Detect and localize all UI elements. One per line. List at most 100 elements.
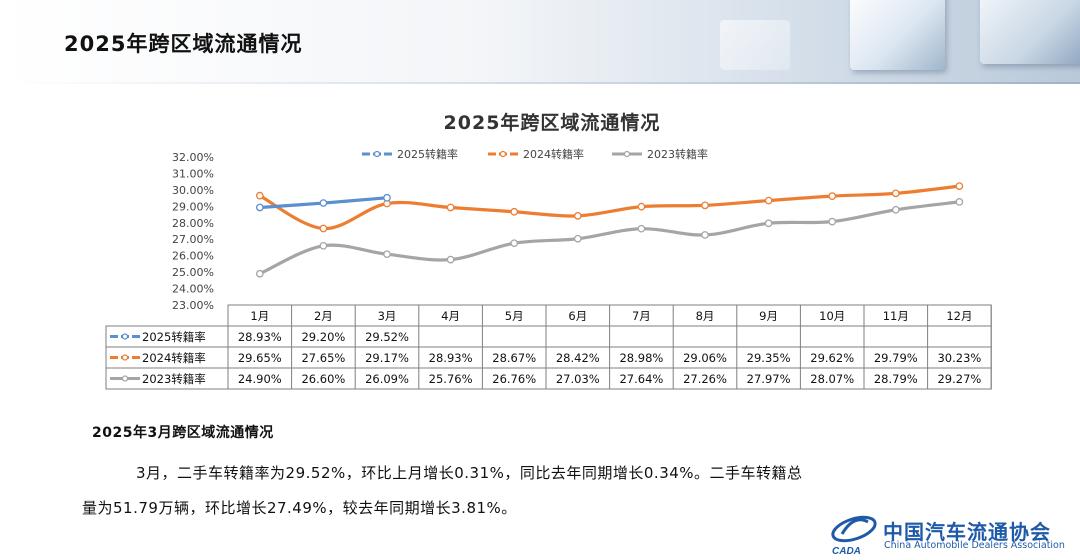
x-tick-label: 10月 <box>819 309 845 323</box>
x-tick-label: 5月 <box>505 309 524 323</box>
data-label: 29.62% <box>810 351 854 365</box>
y-tick-label: 32.00% <box>172 151 214 164</box>
y-tick-label: 31.00% <box>172 167 214 180</box>
data-label: 27.97% <box>747 372 791 386</box>
data-label: 27.64% <box>619 372 663 386</box>
data-label: 28.79% <box>874 372 918 386</box>
x-tick-label: 8月 <box>696 309 715 323</box>
data-label: 28.93% <box>238 330 282 344</box>
data-point <box>319 224 328 233</box>
data-point <box>319 199 328 207</box>
data-point <box>383 193 391 202</box>
data-label: 27.26% <box>683 372 727 386</box>
summary-paragraph-line-1: 3月，二手车转籍率为29.52%，环比上月增长0.31%，同比去年同期增长0.3… <box>136 464 803 482</box>
data-label: 29.35% <box>747 351 791 365</box>
data-point <box>828 192 837 200</box>
summary-paragraph-line-2: 量为51.79万辆，环比增长27.49%，较去年同期增长3.81%。 <box>82 499 517 517</box>
data-label: 29.27% <box>937 372 981 386</box>
table-series-name: 2023转籍率 <box>142 372 206 386</box>
data-label: 29.79% <box>874 351 918 365</box>
data-point <box>573 212 582 220</box>
x-tick-label: 2月 <box>314 309 333 323</box>
deco-cube <box>980 0 1080 64</box>
data-label: 27.03% <box>556 372 600 386</box>
data-point <box>637 224 646 233</box>
data-point <box>573 234 582 243</box>
cada-logo: CADA 中国汽车流通协会 China Automobile Dealers A… <box>828 512 1080 560</box>
data-point <box>891 205 900 214</box>
x-tick-label: 11月 <box>883 309 909 323</box>
data-point <box>510 207 519 216</box>
deco-cube <box>720 20 790 70</box>
y-tick-label: 23.00% <box>172 299 214 312</box>
table-series-name: 2025转籍率 <box>142 330 206 344</box>
page-title: 2025年跨区域流通情况 <box>64 32 303 56</box>
x-tick-label: 12月 <box>946 309 972 323</box>
logo-mark-text: CADA <box>832 546 861 556</box>
data-point <box>828 217 837 226</box>
data-point <box>891 189 900 198</box>
data-point <box>255 269 264 278</box>
header-decoration <box>680 0 1080 82</box>
data-label: 28.07% <box>810 372 854 386</box>
data-point <box>955 198 964 206</box>
data-point <box>383 250 391 259</box>
legend-marker <box>623 150 631 158</box>
data-point <box>764 219 773 228</box>
table-series-name: 2024转籍率 <box>142 351 206 365</box>
legend-marker <box>373 150 381 158</box>
y-tick-label: 28.00% <box>172 217 214 230</box>
data-label: 28.67% <box>492 351 536 365</box>
logo-name-cn: 中国汽车流通协会 <box>883 520 1051 544</box>
data-label: 29.17% <box>365 351 409 365</box>
data-label: 29.06% <box>683 351 727 365</box>
logo-name-en: China Automobile Dealers Association <box>884 540 1065 551</box>
data-label: 28.42% <box>556 351 600 365</box>
y-tick-label: 26.00% <box>172 250 214 263</box>
table-legend-marker <box>121 354 129 361</box>
data-point <box>701 231 709 239</box>
data-label: 25.76% <box>429 372 473 386</box>
x-tick-label: 3月 <box>378 309 397 323</box>
data-point <box>446 203 455 212</box>
deco-cube <box>850 0 945 70</box>
data-label: 26.60% <box>301 372 345 386</box>
data-point <box>319 241 328 250</box>
data-point <box>764 196 773 205</box>
x-tick-label: 4月 <box>441 309 460 323</box>
data-label: 24.90% <box>238 372 282 386</box>
data-point <box>446 255 455 264</box>
data-point <box>510 239 519 248</box>
header-divider <box>0 82 1080 84</box>
y-tick-label: 24.00% <box>172 283 214 296</box>
data-label: 28.93% <box>429 351 473 365</box>
legend-label: 2024转籍率 <box>523 147 584 161</box>
data-label: 28.98% <box>619 351 663 365</box>
table-legend-marker <box>121 333 129 340</box>
y-tick-label: 30.00% <box>172 184 214 197</box>
data-label: 27.65% <box>301 351 345 365</box>
data-label: 29.52% <box>365 330 409 344</box>
data-label: 29.20% <box>301 330 345 344</box>
line-chart: 32.00% 31.00% 30.00% 29.00% 28.00% 27.00% 26.0… <box>105 147 992 390</box>
table-legend-marker <box>121 375 129 382</box>
chart-title: 2025年跨区域流通情况 <box>443 112 661 134</box>
data-label: 26.09% <box>365 372 409 386</box>
section-title: 2025年3月跨区域流通情况 <box>92 425 274 441</box>
data-point <box>701 201 709 210</box>
header-banner: 2025年跨区域流通情况 <box>0 0 1080 82</box>
y-tick-label: 25.00% <box>172 266 214 279</box>
y-tick-label: 29.00% <box>172 200 214 213</box>
data-point <box>637 202 646 211</box>
x-tick-label: 1月 <box>250 309 269 323</box>
series-line <box>258 200 961 276</box>
x-tick-label: 9月 <box>759 309 778 323</box>
data-label: 26.76% <box>492 372 536 386</box>
legend-label: 2025转籍率 <box>397 147 458 161</box>
x-tick-label: 7月 <box>632 309 651 323</box>
cada-logo-mark: CADA <box>831 515 877 556</box>
y-tick-label: 27.00% <box>172 233 214 246</box>
data-label: 30.23% <box>937 351 981 365</box>
series-line <box>258 184 961 231</box>
legend-marker <box>499 150 507 158</box>
